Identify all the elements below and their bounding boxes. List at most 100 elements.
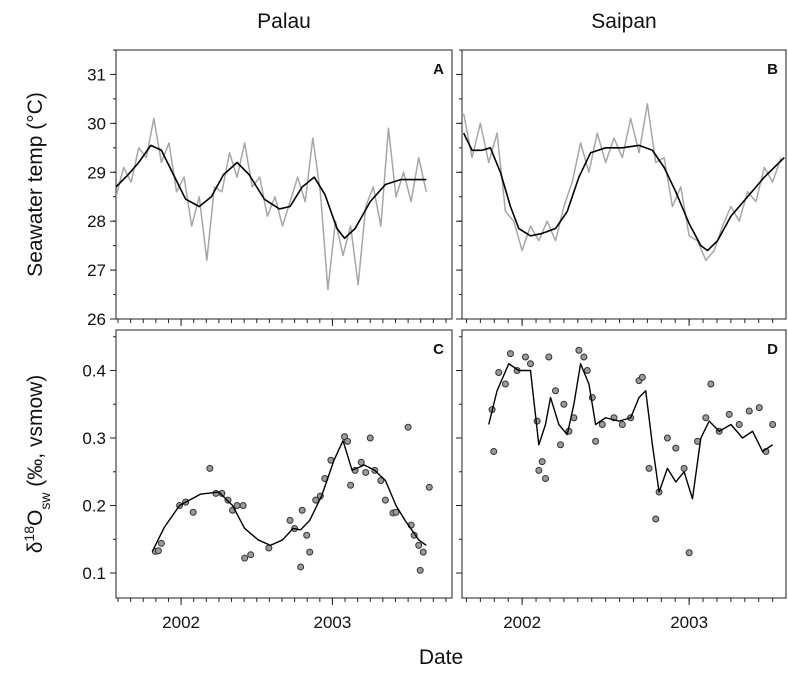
- data-point: [707, 380, 715, 388]
- data-point: [769, 421, 777, 429]
- data-line: [462, 103, 782, 262]
- data-point: [490, 448, 498, 456]
- data-point: [672, 444, 680, 452]
- x-tick-label: 2003: [314, 613, 352, 632]
- panel-title: Saipan: [591, 10, 656, 33]
- y-tick-label: 26: [87, 310, 106, 329]
- plot-frame: [115, 329, 453, 599]
- data-point: [247, 551, 255, 559]
- data-point: [381, 496, 389, 504]
- data-point: [680, 464, 688, 472]
- panel-label: D: [767, 341, 778, 358]
- data-point: [157, 539, 165, 547]
- data-point: [404, 423, 412, 431]
- data-line: [462, 132, 785, 252]
- data-point: [416, 566, 424, 574]
- y-tick-label: 0.2: [82, 497, 106, 516]
- data-point: [298, 506, 306, 514]
- data-point: [344, 437, 352, 445]
- y-axis-label: δ18Osw (‰, vsmow): [21, 375, 53, 554]
- data-point: [535, 466, 543, 474]
- y-tick-label: 30: [87, 114, 106, 133]
- data-point: [366, 434, 374, 442]
- data-point: [286, 516, 294, 524]
- data-point: [501, 380, 509, 388]
- data-point: [557, 441, 565, 449]
- data-line: [116, 117, 428, 291]
- data-point: [521, 353, 529, 361]
- data-point: [735, 421, 743, 429]
- plot-frame: [461, 49, 787, 320]
- data-point: [663, 434, 671, 442]
- data-point: [542, 475, 550, 483]
- panel-title: Palau: [257, 10, 311, 33]
- data-point: [598, 421, 606, 429]
- data-point: [755, 404, 763, 412]
- panel-label: C: [433, 341, 444, 358]
- data-point: [702, 414, 710, 422]
- data-point: [533, 417, 541, 425]
- data-point: [415, 541, 423, 549]
- panel-label: B: [767, 61, 778, 78]
- data-point: [580, 353, 588, 361]
- data-point: [552, 387, 560, 395]
- data-point: [618, 421, 626, 429]
- data-point: [592, 437, 600, 445]
- data-point: [347, 481, 355, 489]
- data-point: [377, 477, 385, 485]
- panel: C 0.1 0.2 0.3 0.4 2002 2003 δ18Osw (‰, vsmow): [21, 329, 453, 632]
- data-point: [241, 554, 249, 562]
- data-point: [362, 468, 370, 476]
- data-point: [306, 548, 314, 556]
- data-point: [239, 502, 247, 510]
- plot-frame: [115, 49, 453, 320]
- y-axis-label-sup: 18: [21, 526, 37, 542]
- data-point: [392, 508, 400, 516]
- x-tick-label: 2002: [162, 613, 200, 632]
- data-point: [212, 489, 220, 497]
- y-axis-label-post: (‰, vsmow): [24, 375, 47, 493]
- y-axis-label: Seawater temp (°C): [24, 92, 47, 277]
- y-tick-label: 0.3: [82, 429, 106, 448]
- data-point: [506, 350, 514, 358]
- data-point: [154, 547, 162, 555]
- data-point: [745, 407, 753, 415]
- data-point: [419, 548, 427, 556]
- data-point: [560, 400, 568, 408]
- x-tick-label: 2002: [503, 613, 541, 632]
- y-axis-label-main: O: [24, 510, 47, 526]
- data-point: [189, 508, 197, 516]
- data-point: [685, 549, 693, 557]
- data-point: [638, 373, 646, 381]
- y-axis-label-main: Seawater temp (°C): [24, 92, 47, 277]
- data-point: [652, 515, 660, 523]
- y-tick-label: 0.1: [82, 564, 106, 583]
- data-point: [545, 353, 553, 361]
- data-point: [583, 367, 591, 375]
- data-point: [233, 502, 241, 510]
- y-tick-label: 31: [87, 65, 106, 84]
- y-axis-label-pre: δ: [24, 542, 47, 554]
- data-point: [357, 458, 365, 466]
- data-point: [206, 464, 214, 472]
- panel: D 2002 2003: [456, 329, 787, 632]
- y-axis-label-sub: sw: [37, 492, 53, 510]
- data-line: [488, 363, 774, 500]
- y-tick-label: 0.4: [82, 362, 106, 381]
- data-point: [265, 544, 273, 552]
- data-point: [575, 346, 583, 354]
- x-tick-label: 2003: [670, 613, 708, 632]
- data-point: [495, 369, 503, 377]
- data-point: [303, 531, 311, 539]
- y-tick-label: 27: [87, 261, 106, 280]
- data-point: [218, 489, 226, 497]
- panel: Saipan B: [456, 10, 787, 326]
- y-tick-label: 28: [87, 212, 106, 231]
- data-point: [297, 563, 305, 571]
- panel-label: A: [433, 61, 444, 78]
- plot-frame: [461, 329, 787, 599]
- data-line: [151, 440, 427, 552]
- data-point: [645, 464, 653, 472]
